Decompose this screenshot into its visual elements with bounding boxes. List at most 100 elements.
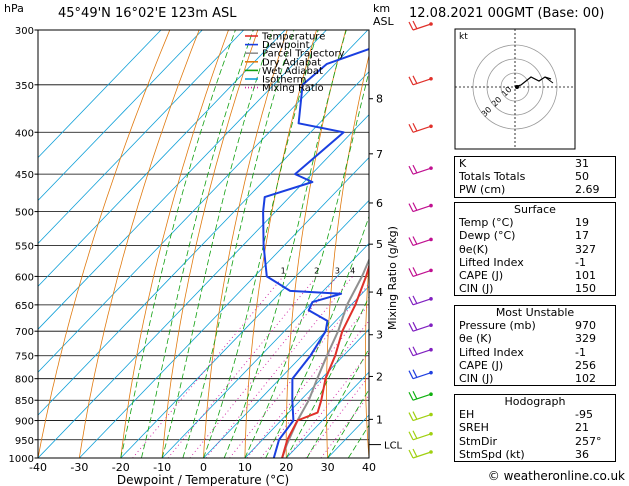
table-row: CIN (J) 150: [455, 282, 615, 295]
pressure-tick-label: 400: [15, 128, 34, 139]
isotherm-line: [285, 371, 369, 458]
legend-label: Dewpoint: [262, 40, 310, 51]
wind-barb-feather: [408, 21, 414, 31]
table-row-label: CIN (J): [459, 282, 494, 296]
wind-barb-feather: [408, 391, 414, 401]
table-row-value: 150: [575, 282, 596, 296]
dewpoint-line: [262, 47, 369, 458]
dry-adiabat-line: [325, 53, 369, 458]
table-row-label: StmSpd (kt): [459, 447, 525, 461]
table-row-label: Lifted Index: [459, 345, 524, 359]
wind-barb-dot: [429, 392, 433, 397]
wind-barb-dot: [429, 323, 433, 328]
wind-barb-feather: [412, 411, 418, 420]
mixing-ratio-line: [167, 276, 318, 458]
wind-barb: [412, 349, 432, 357]
wet-adiabat-line: [265, 215, 369, 458]
table-row: θe(K) 327: [455, 243, 615, 256]
dry-adiabat-line: [364, 258, 369, 458]
isotherm-line: [120, 199, 369, 458]
wind-barb-feather: [408, 347, 414, 357]
table-row-value: -1: [575, 255, 586, 269]
table-row: Pressure (mb) 970: [455, 319, 615, 332]
table-row: Lifted Index -1: [455, 256, 615, 269]
table-row-value: 970: [575, 319, 596, 333]
table-row-value: 256: [575, 358, 596, 372]
wind-barb-feather: [412, 390, 418, 400]
pressure-tick-label: 300: [15, 26, 34, 37]
temperature-tick-label: 10: [238, 461, 252, 474]
isotherm-line: [79, 156, 369, 458]
hodograph-storm-motion: [544, 76, 554, 84]
isotherm-line: [38, 30, 286, 287]
most-unstable-table: Most Unstable Pressure (mb) 970 θe (K) 329 Li…: [454, 305, 616, 387]
dry-adiabat-line: [161, 30, 259, 458]
wet-adiabat-line: [285, 295, 369, 458]
table-row-label: θe (K): [459, 332, 492, 346]
wind-barb-feather: [408, 412, 414, 421]
table-row: K 31: [455, 157, 615, 170]
mixing-ratio-line: [246, 303, 369, 458]
table-row-label: SREH: [459, 421, 489, 435]
x-axis-title: Dewpoint / Temperature (°C): [117, 473, 289, 486]
pressure-tick-label: 550: [15, 241, 34, 252]
pressure-tick-label: 600: [15, 272, 34, 283]
wind-barb-dot: [429, 347, 433, 352]
wet-adiabat-line: [161, 30, 273, 458]
pressure-tick-label: 450: [15, 170, 34, 181]
mixing-ratio-line: [260, 320, 369, 458]
wind-barb: [412, 205, 432, 213]
mixing-ratio-label: 3: [335, 266, 340, 275]
isotherm-line: [203, 285, 369, 458]
isotherm-line: [38, 30, 162, 159]
wind-barb-feather: [412, 430, 418, 440]
wind-barb-feather: [412, 75, 418, 85]
pressure-tick-label: 950: [15, 436, 34, 447]
pressure-tick-label: 800: [15, 375, 34, 386]
height-tick-label: 8: [376, 93, 383, 106]
surface-table: Surface Temp (°C) 19 Dewp (°C) 17 θe(K) 327 Lif…: [454, 202, 616, 297]
pressure-tick-label: 650: [15, 301, 34, 312]
wind-barb-feather: [412, 448, 418, 458]
temperature-tick-label: -10: [153, 461, 171, 474]
height-tick-label: 6: [376, 197, 383, 210]
pressure-tick-label: 850: [15, 396, 34, 407]
table-row: EH -95: [455, 408, 615, 421]
wind-barb-feather: [408, 370, 414, 379]
table-row: StmSpd (kt) 36: [455, 448, 615, 461]
mixing-ratio-axis-title: Mixing Ratio (g/kg): [386, 226, 399, 330]
table-row-value: 257°: [575, 434, 602, 448]
table-row-label: Pressure (mb): [459, 319, 536, 333]
mixing-ratio-line: [305, 375, 369, 458]
wind-barb: [412, 238, 432, 247]
table-row: Totals Totals 50: [455, 170, 615, 183]
km-unit-label: km: [373, 2, 391, 15]
wet-adiabat-line: [141, 30, 254, 458]
table-row: StmDir 257°: [455, 435, 615, 448]
table-row-value: 101: [575, 268, 596, 282]
table-row-value: 329: [575, 332, 596, 346]
pressure-tick-label: 750: [15, 352, 34, 363]
table-row: Temp (°C) 19: [455, 216, 615, 229]
dry-adiabat-line: [120, 30, 229, 458]
lcl-label: LCL: [384, 441, 403, 452]
mixing-ratio-line: [286, 351, 369, 458]
legend-label: Wet Adiabat: [262, 66, 323, 77]
wind-barb-feather: [408, 322, 414, 332]
hodograph-unit-label: kt: [459, 32, 468, 42]
height-tick-label: 5: [376, 238, 383, 251]
wind-barb-feather: [408, 165, 414, 175]
pressure-tick-label: 500: [15, 208, 34, 219]
wind-barb-feather: [412, 295, 418, 305]
wind-barb-feather: [412, 20, 418, 30]
wind-barb-feather: [412, 346, 418, 356]
table-row-label: K: [459, 157, 467, 170]
dry-adiabat-line: [244, 30, 317, 458]
table-row-value: 21: [575, 421, 589, 435]
height-tick-label: 7: [376, 148, 383, 161]
table-row-label: Lifted Index: [459, 255, 524, 269]
parcel-trajectory-line: [281, 257, 369, 458]
wind-barb-feather: [412, 202, 418, 211]
datetime-title: 12.08.2021 00GMT (Base: 00): [409, 6, 605, 21]
table-row-label: CIN (J): [459, 371, 494, 385]
